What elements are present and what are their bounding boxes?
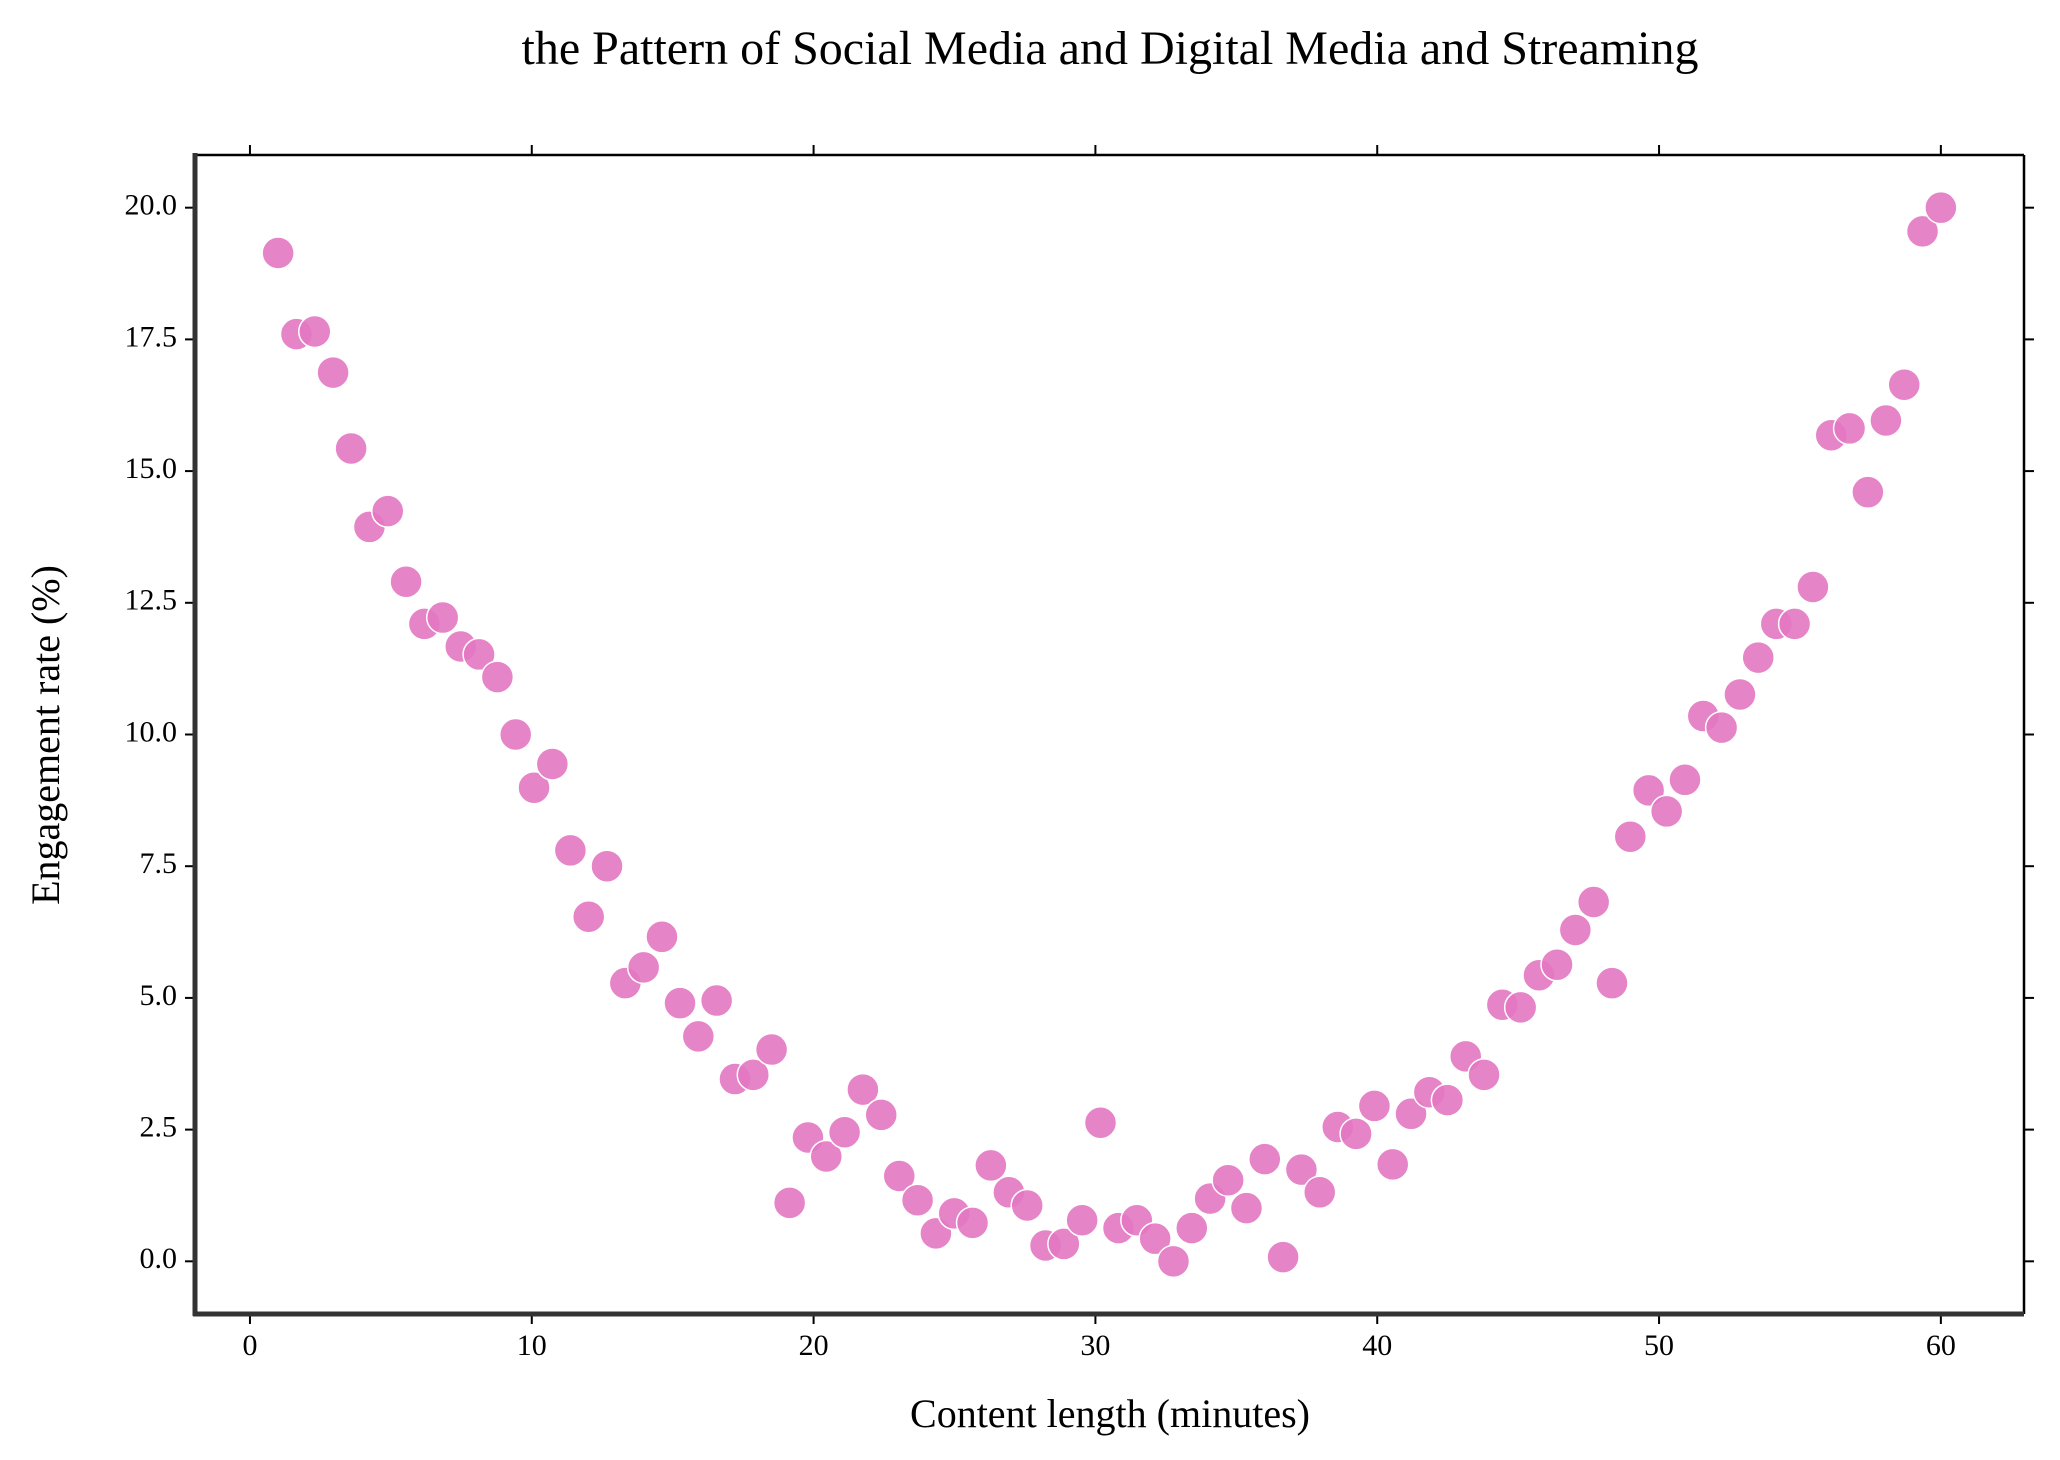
x-tick-label: 40 bbox=[1362, 1329, 1392, 1362]
point bbox=[571, 900, 606, 934]
point bbox=[1010, 1188, 1044, 1223]
point bbox=[1704, 710, 1739, 745]
point bbox=[1047, 1227, 1081, 1261]
point bbox=[1613, 819, 1648, 854]
point bbox=[535, 747, 570, 781]
x-tick-label: 50 bbox=[1644, 1329, 1674, 1362]
point bbox=[864, 1098, 898, 1132]
point bbox=[1266, 1240, 1300, 1274]
point bbox=[1175, 1211, 1209, 1245]
point bbox=[699, 983, 734, 1018]
point bbox=[334, 431, 368, 466]
point bbox=[1248, 1142, 1282, 1176]
point bbox=[498, 717, 533, 752]
y-tick-label: 15.0 bbox=[125, 452, 178, 485]
y-tick-label: 2.5 bbox=[140, 1111, 178, 1144]
y-tick-label: 20.0 bbox=[125, 189, 178, 222]
point bbox=[590, 849, 624, 883]
point bbox=[955, 1206, 990, 1240]
point bbox=[736, 1058, 771, 1092]
point bbox=[1832, 411, 1867, 446]
point bbox=[626, 950, 661, 985]
x-axis-label: Content length (minutes) bbox=[910, 1391, 1310, 1436]
x-tick-label: 0 bbox=[242, 1329, 257, 1362]
point bbox=[1284, 1152, 1319, 1187]
point bbox=[1851, 475, 1885, 509]
point bbox=[371, 494, 405, 528]
point bbox=[480, 660, 515, 694]
point bbox=[1065, 1203, 1099, 1237]
point bbox=[1083, 1106, 1118, 1140]
point bbox=[425, 600, 460, 635]
point bbox=[1869, 403, 1903, 438]
point bbox=[1138, 1221, 1172, 1256]
point bbox=[1357, 1089, 1392, 1123]
point bbox=[1558, 913, 1593, 947]
point bbox=[1540, 947, 1574, 982]
point bbox=[882, 1159, 917, 1193]
point bbox=[846, 1072, 880, 1107]
point bbox=[1905, 214, 1940, 249]
point bbox=[1302, 1175, 1337, 1210]
x-tick-label: 20 bbox=[799, 1329, 829, 1362]
point bbox=[645, 920, 679, 954]
point bbox=[900, 1183, 935, 1217]
y-tick-label: 5.0 bbox=[140, 979, 178, 1012]
point bbox=[1723, 677, 1757, 712]
point bbox=[1211, 1163, 1245, 1197]
x-tick-label: 60 bbox=[1926, 1329, 1956, 1362]
point bbox=[1595, 966, 1629, 1000]
point bbox=[1503, 990, 1538, 1025]
point bbox=[827, 1115, 862, 1149]
point bbox=[1467, 1058, 1501, 1092]
y-tick-label: 17.5 bbox=[125, 320, 178, 353]
point bbox=[261, 236, 295, 270]
point bbox=[298, 314, 332, 349]
y-tick-label: 0.0 bbox=[140, 1242, 178, 1275]
chart-title: the Pattern of Social Media and Digital … bbox=[521, 22, 1698, 75]
point bbox=[663, 986, 697, 1020]
point bbox=[1375, 1147, 1410, 1182]
point bbox=[1430, 1083, 1465, 1117]
y-tick-label: 7.5 bbox=[140, 847, 178, 880]
point bbox=[1924, 190, 1958, 225]
point bbox=[772, 1186, 807, 1220]
point bbox=[681, 1019, 716, 1054]
point bbox=[1777, 607, 1812, 641]
point bbox=[553, 833, 588, 868]
point bbox=[1229, 1191, 1264, 1225]
point bbox=[1649, 794, 1684, 829]
point bbox=[1576, 885, 1611, 919]
x-tick-label: 30 bbox=[1080, 1329, 1110, 1362]
point bbox=[1394, 1097, 1428, 1131]
point bbox=[316, 355, 350, 390]
point bbox=[1156, 1244, 1191, 1279]
point bbox=[1796, 570, 1830, 604]
point bbox=[1668, 763, 1702, 797]
point bbox=[754, 1032, 789, 1067]
y-axis-label: Engagement rate (%) bbox=[23, 565, 68, 905]
point bbox=[1887, 367, 1921, 402]
x-tick-label: 10 bbox=[517, 1329, 547, 1362]
point bbox=[389, 564, 423, 599]
point bbox=[1741, 640, 1775, 675]
point bbox=[809, 1139, 844, 1174]
point bbox=[517, 770, 551, 805]
point bbox=[462, 637, 496, 672]
y-tick-label: 12.5 bbox=[125, 584, 178, 617]
point bbox=[974, 1148, 1008, 1183]
point bbox=[1339, 1117, 1373, 1151]
y-tick-label: 10.0 bbox=[125, 715, 178, 748]
